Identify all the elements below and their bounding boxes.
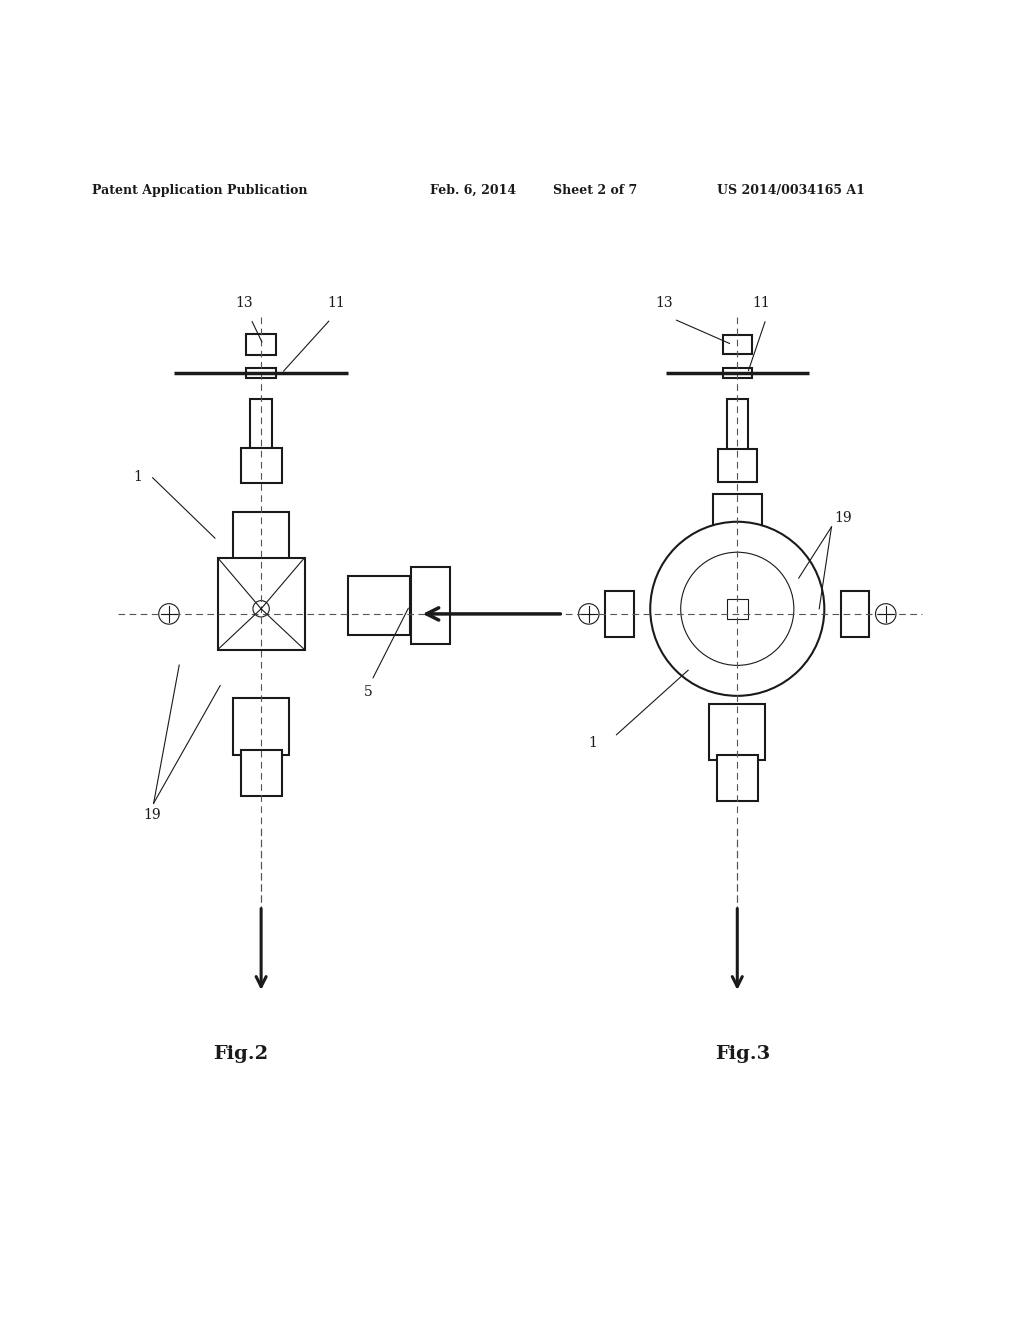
Text: 11: 11: [328, 296, 345, 310]
Circle shape: [253, 601, 269, 616]
Bar: [348, 576, 410, 635]
Bar: [411, 568, 450, 644]
Bar: [709, 704, 766, 760]
Bar: [246, 368, 276, 379]
Bar: [717, 755, 758, 801]
Text: Fig.3: Fig.3: [715, 1045, 770, 1064]
Bar: [713, 494, 762, 550]
Bar: [841, 591, 869, 638]
Bar: [727, 399, 748, 450]
Text: Fig.2: Fig.2: [213, 1045, 268, 1064]
Text: 11: 11: [753, 296, 770, 310]
Bar: [723, 335, 752, 354]
Bar: [250, 399, 272, 450]
Text: Feb. 6, 2014: Feb. 6, 2014: [430, 183, 516, 197]
Text: 13: 13: [236, 296, 253, 310]
Circle shape: [681, 552, 794, 665]
Text: 1: 1: [589, 737, 598, 750]
Bar: [241, 447, 282, 483]
Bar: [605, 591, 634, 638]
Text: 1: 1: [133, 470, 142, 484]
Text: 13: 13: [655, 296, 673, 310]
Bar: [233, 512, 290, 573]
Bar: [241, 750, 282, 796]
Text: US 2014/0034165 A1: US 2014/0034165 A1: [717, 183, 864, 197]
Text: Patent Application Publication: Patent Application Publication: [92, 183, 307, 197]
Text: 19: 19: [143, 808, 161, 822]
Text: Sheet 2 of 7: Sheet 2 of 7: [553, 183, 637, 197]
Circle shape: [650, 521, 824, 696]
Bar: [723, 368, 752, 379]
Text: 5: 5: [364, 685, 373, 698]
Bar: [727, 598, 748, 619]
Circle shape: [579, 603, 599, 624]
Bar: [217, 557, 305, 649]
Bar: [718, 449, 757, 482]
Bar: [246, 334, 276, 355]
Bar: [233, 698, 290, 755]
Text: 19: 19: [835, 511, 852, 525]
Circle shape: [159, 603, 179, 624]
Circle shape: [876, 603, 896, 624]
